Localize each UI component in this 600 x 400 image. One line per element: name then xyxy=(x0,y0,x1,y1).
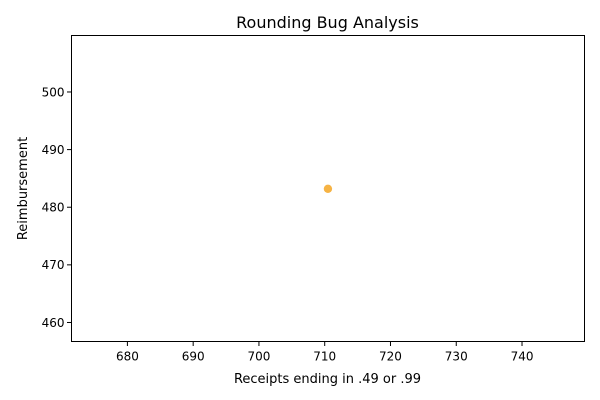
y-tick-label: 500 xyxy=(42,85,65,99)
x-tick-label: 710 xyxy=(313,350,336,364)
scatter-point xyxy=(323,184,333,193)
x-tick-label: 680 xyxy=(116,350,139,364)
data-points xyxy=(323,184,333,193)
y-tick-label: 480 xyxy=(42,201,65,215)
y-tick-label: 490 xyxy=(42,143,65,157)
y-axis-label: Reimbursement xyxy=(16,137,31,240)
x-tick-label: 740 xyxy=(511,350,534,364)
x-axis-label: Receipts ending in .49 or .99 xyxy=(234,372,421,387)
plot-area xyxy=(71,35,585,342)
y-tick-label: 470 xyxy=(42,258,65,272)
x-axis: 680 690 700 710 720 730 740 xyxy=(116,341,534,364)
chart-title: Rounding Bug Analysis xyxy=(236,13,419,32)
y-tick-label: 460 xyxy=(42,316,65,330)
x-tick-label: 730 xyxy=(445,350,468,364)
y-axis: 460 470 480 490 500 xyxy=(42,85,72,330)
x-tick-label: 700 xyxy=(247,350,270,364)
x-tick-label: 690 xyxy=(182,350,205,364)
x-tick-label: 720 xyxy=(379,350,402,364)
